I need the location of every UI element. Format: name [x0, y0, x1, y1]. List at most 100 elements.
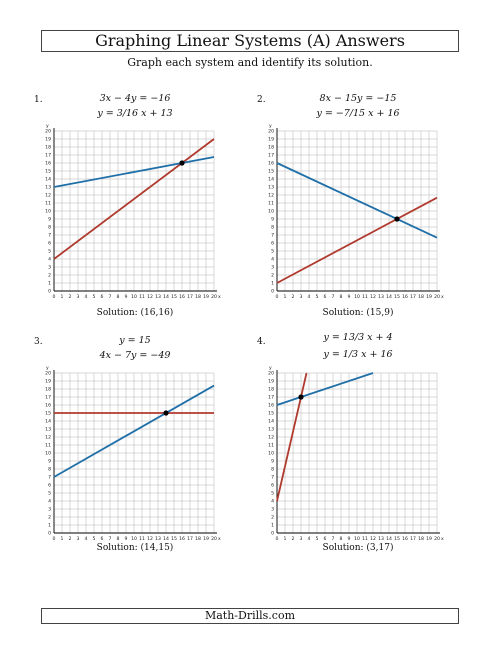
x-tick-label: 9 — [348, 536, 351, 542]
x-tick-label: 10 — [354, 536, 360, 542]
x-tick-label: 1 — [61, 536, 64, 542]
x-tick-label: 20 — [211, 294, 217, 300]
y-tick-label: 15 — [268, 411, 274, 417]
equation-2: y = 3/16 x + 13 — [97, 108, 173, 119]
y-tick-label: 16 — [45, 161, 51, 167]
y-tick-label: 9 — [271, 217, 274, 223]
x-tick-label: 7 — [109, 294, 112, 300]
graph: xy0 1 2 3 4 5 6 7 8 9 10 11 12 13 14 15 16 17 18 19 20012345… — [268, 366, 444, 542]
graph: xy0 1 2 3 4 5 6 7 8 9 10 11 12 13 14 15 16 17 18 19 20012345… — [268, 124, 444, 300]
x-tick-label: 3 — [77, 536, 80, 542]
y-tick-label: 15 — [268, 169, 274, 175]
y-tick-label: 8 — [271, 225, 274, 231]
graph: xy0 1 2 3 4 5 6 7 8 9 10 11 12 13 14 15 16 17 18 19 20012345… — [45, 366, 221, 542]
x-tick-label: 12 — [370, 294, 376, 300]
x-tick-label: 5 — [93, 294, 96, 300]
y-tick-label: 3 — [48, 507, 51, 513]
y-tick-label: 0 — [48, 289, 51, 295]
series-line-1 — [53, 138, 215, 260]
x-tick-label: 12 — [370, 536, 376, 542]
y-tick-label: 18 — [45, 145, 51, 151]
x-tick-label: 8 — [117, 536, 120, 542]
y-tick-label: 3 — [48, 265, 51, 271]
x-tick-label: 2 — [292, 294, 295, 300]
x-tick-label: 20 — [434, 294, 440, 300]
y-tick-label: 14 — [45, 419, 51, 425]
solution-point — [394, 216, 400, 222]
x-tick-label: 11 — [139, 294, 145, 300]
y-axis-label: y — [269, 124, 272, 129]
equation-2: y = −7/15 x + 16 — [316, 108, 400, 119]
footer-site-name: Math-Drills.com — [41, 608, 459, 624]
x-tick-label: 13 — [155, 294, 161, 300]
y-tick-label: 14 — [45, 177, 51, 183]
x-tick-label: 2 — [69, 536, 72, 542]
y-axis-label: y — [269, 366, 272, 371]
y-tick-label: 17 — [45, 153, 51, 159]
y-tick-label: 5 — [48, 491, 51, 497]
x-tick-label: 1 — [284, 294, 287, 300]
y-tick-label: 13 — [45, 427, 51, 433]
x-tick-label: 17 — [410, 294, 416, 300]
x-tick-label: 12 — [147, 294, 153, 300]
y-tick-label: 4 — [48, 257, 51, 263]
y-tick-label: 12 — [45, 435, 51, 441]
x-tick-label: 18 — [418, 536, 424, 542]
x-tick-label: 0 — [276, 536, 279, 542]
x-tick-label: 5 — [93, 536, 96, 542]
x-tick-label: 15 — [394, 536, 400, 542]
y-tick-label: 6 — [271, 241, 274, 247]
x-tick-label: 1 — [61, 294, 64, 300]
x-tick-label: 16 — [179, 294, 185, 300]
solution-text: Solution: (16,16) — [96, 308, 174, 318]
y-tick-label: 12 — [45, 193, 51, 199]
x-axis-label: x — [218, 537, 221, 542]
y-tick-label: 1 — [48, 281, 51, 287]
problem-3: 3. y = 15 4x − 7y = −49 x y 0 1 2 3 4 5 6 7 8 9 10 11… — [20, 330, 250, 565]
y-tick-label: 9 — [48, 217, 51, 223]
x-tick-label: 6 — [101, 536, 104, 542]
x-tick-label: 3 — [77, 294, 80, 300]
y-tick-label: 13 — [268, 427, 274, 433]
x-tick-label: 16 — [179, 536, 185, 542]
y-tick-label: 11 — [268, 201, 274, 207]
y-tick-label: 3 — [271, 507, 274, 513]
worksheet-title: Graphing Linear Systems (A) Answers — [41, 30, 459, 52]
x-tick-label: 16 — [402, 294, 408, 300]
x-tick-label: 2 — [69, 294, 72, 300]
x-tick-label: 15 — [394, 294, 400, 300]
x-tick-label: 18 — [195, 294, 201, 300]
y-tick-label: 6 — [48, 483, 51, 489]
graph: xy0 1 2 3 4 5 6 7 8 9 10 11 12 13 14 15 16 17 18 19 20012345… — [45, 124, 221, 300]
problem-number: 3. — [34, 337, 43, 347]
y-tick-label: 8 — [48, 467, 51, 473]
x-tick-label: 10 — [131, 536, 137, 542]
x-tick-label: 0 — [53, 536, 56, 542]
x-tick-label: 8 — [340, 294, 343, 300]
y-tick-label: 2 — [48, 515, 51, 521]
x-tick-label: 13 — [155, 536, 161, 542]
series-line-2 — [276, 372, 374, 406]
x-tick-label: 18 — [195, 536, 201, 542]
y-tick-label: 15 — [45, 169, 51, 175]
y-tick-label: 19 — [45, 137, 51, 143]
x-tick-label: 0 — [276, 294, 279, 300]
y-tick-label: 8 — [271, 467, 274, 473]
instructions: Graph each system and identify its solut… — [127, 56, 373, 69]
x-tick-label: 9 — [348, 294, 351, 300]
y-tick-label: 19 — [268, 379, 274, 385]
x-tick-label: 14 — [386, 294, 392, 300]
x-tick-label: 12 — [147, 536, 153, 542]
x-tick-label: 20 — [211, 536, 217, 542]
y-tick-label: 1 — [48, 523, 51, 529]
y-tick-label: 1 — [271, 523, 274, 529]
equation-1: y = 15 — [119, 335, 151, 346]
solution-text: Solution: (14,15) — [96, 543, 174, 553]
x-tick-label: 17 — [187, 536, 193, 542]
x-tick-label: 10 — [354, 294, 360, 300]
solution-point — [163, 410, 169, 416]
y-tick-label: 2 — [271, 515, 274, 521]
x-tick-label: 7 — [109, 536, 112, 542]
problem-number: 4. — [257, 337, 266, 347]
